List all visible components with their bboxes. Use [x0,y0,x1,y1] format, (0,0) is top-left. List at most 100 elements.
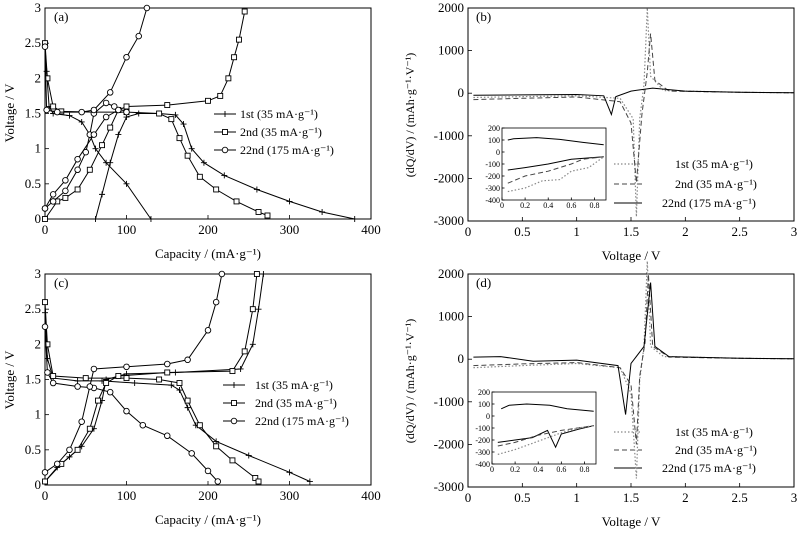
panel-c-series-1-marker [245,452,252,459]
panel-c-ytick-label: 1.5 [25,372,41,387]
panel-d-inset-series-1-line [500,403,594,412]
panel-b-inset-xtick-label: 0.2 [520,201,530,210]
panel-a-legend-marker [221,146,229,154]
panel-b-ytick-label: -2000 [434,170,464,185]
panel-a-series-2-marker [44,75,51,82]
panel-a-series-2-marker [50,103,57,110]
panel-a-series-2-marker [217,92,224,99]
panel-d-ytick-label: 2000 [438,266,464,281]
panel-a-series-1-marker [172,111,179,118]
panel-c-xtick-label: 100 [117,488,137,503]
legend-label: 2nd (35 mA·g⁻¹) [675,443,757,457]
panel-a-series-3-marker [143,4,151,12]
panel-c-series-3-marker [86,383,94,390]
panel-d-inset-series-4-line [497,425,594,455]
panel-a-ytick-label: 1 [35,141,42,156]
panel-a-series-2-marker [62,194,69,201]
panel-c-series-3-marker [163,432,171,440]
panel-d-inset-xtick-label: 0.4 [533,465,543,474]
panel-a-series-1-marker [99,191,106,198]
panel-a-series-2-marker [74,186,81,193]
panel-d-inset-ytick-label: -400 [475,460,490,469]
panel-a-series-1-marker [78,118,85,125]
panel-d-series-3-line [473,282,795,415]
panel-b-inset-ytick-label: 200 [488,124,500,133]
panel-c-series-2-marker [196,422,203,429]
panel-a-series-3-marker [78,108,85,116]
panel-c-series-1-marker [260,271,267,277]
panel-b-inset-frame [501,127,607,201]
panel-c-series-2-marker [213,443,220,450]
legend-label: 1st (35 mA·g⁻¹) [675,425,753,439]
panel-a-series-1-marker [351,216,358,222]
panel-a-series-2-marker [264,212,271,219]
panel-a-series-1-line [95,113,355,220]
panel-b-xtick-label: 1.5 [623,224,639,239]
panel-c-series-2-line [44,302,259,482]
panel-a-series-1-marker [66,112,73,119]
panel-a-series-2-marker [164,102,171,109]
panel-a-series-3-marker [115,106,122,114]
panel-a-series-3-marker [41,205,49,212]
panel-b-xtick-label: 1 [573,224,580,239]
panel-a-series-1-marker [200,159,207,166]
panel-c-xtick-label: 400 [361,488,381,503]
panel-d-ytick-label: -3000 [434,479,464,494]
panel-d-ytick-label: -2000 [434,436,464,451]
panel-c-series-3-marker [188,450,195,457]
panel-c-ytick-label: 1 [35,407,42,422]
panel-b-inset-series-2-line [507,156,604,171]
panel-c-series-2-marker [229,457,236,464]
panel-a-series-3-marker [49,191,57,198]
panel-a-series-2-marker [156,110,163,117]
panel-c-ytick-label: 0.5 [25,442,41,457]
panel-d-ytick-label: 1000 [438,309,464,324]
panel-a-tag: (a) [54,9,68,24]
panel-a-ytick-label: 2 [35,70,42,85]
panel-b-ytick-label: 0 [458,85,465,100]
legend-label: 22nd (175 mA·g⁻¹) [662,196,756,210]
panel-b-xtick-label: 2 [682,224,689,239]
panel-a-xtick-label: 200 [198,222,218,237]
panel-c-ytick-label: 2.5 [25,301,41,316]
panel-d-xtick-label: 2 [682,490,689,505]
panel-a-series-1-marker [319,208,326,215]
panel-c-series-3-marker [123,363,130,371]
panel-d-ytick-label: -1000 [434,394,464,409]
legend-label: 1st (35 mA·g⁻¹) [255,378,333,392]
panel-d-xtick-label: 2.5 [732,490,748,505]
panel-c-series-2-marker [50,373,57,379]
panel-d-ylabel: (dQ/dV) / (mAh·g⁻¹·V⁻¹) [403,319,417,444]
panel-a-legend: 1st (35 mA·g⁻¹) 2nd (35 mA·g⁻¹) 22nd (17… [214,107,334,157]
panel-c-xtick-label: 0 [42,488,49,503]
panel-a-series-2-marker [255,209,262,215]
panel-a-series-2-marker [99,142,106,149]
panel-d-xtick-label: 1.5 [623,490,639,505]
panel-c-xlabel: Capacity / (mA·g⁻¹) [155,512,261,527]
panel-b-xtick-label: 3 [791,224,798,239]
panel-c-series-3-marker [218,270,226,278]
panel-c-ylabel: Voltage / V [2,350,17,409]
legend-label: 2nd (35 mA·g⁻¹) [255,396,337,410]
panel-a-series-3-marker [102,113,110,121]
panel-a-series-3-marker [102,99,110,107]
panel-a-series-3-marker [49,198,57,205]
panel-b-ytick-label: -3000 [434,213,464,228]
panel-c-series-3-marker [90,365,98,373]
panel-c-series-3-marker [53,460,61,468]
panel-c-series-3-marker [78,418,85,425]
panel-b-inset-ytick-label: -400 [485,196,500,205]
panel-c-series-1-marker [286,469,293,476]
panel-d-legend: 1st (35 mA·g⁻¹) 2nd (35 mA·g⁻¹) 22nd (17… [614,425,757,475]
panel-b-inset-ytick-label: -300 [485,184,500,193]
panel-c-series-2-marker [229,368,236,375]
legend-label: 22nd (175 mA·g⁻¹) [255,414,349,428]
panel-a-series-1-marker [188,145,195,152]
panel-c-series-3-marker [204,467,212,475]
panel-c-series-3-marker [41,323,49,331]
panel-c-series-1-marker [255,306,262,313]
panel-a-xtick-label: 0 [42,222,49,237]
panel-c-series-3-marker [49,379,57,387]
panel-a-series-2-marker [196,173,203,180]
